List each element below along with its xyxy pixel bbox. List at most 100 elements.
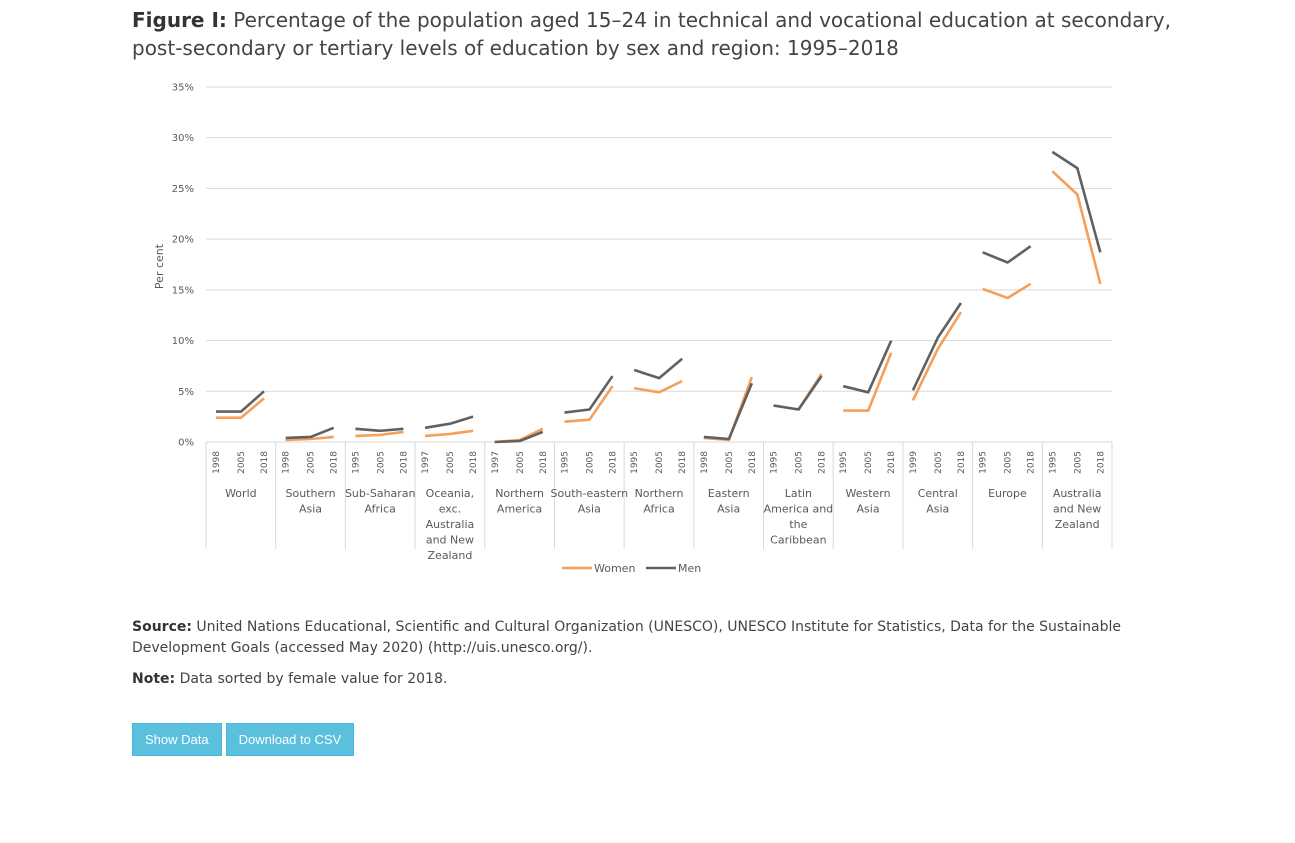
year-tick-label: 2018 — [678, 451, 688, 474]
group-label: Africa — [365, 503, 396, 516]
women-series-line — [564, 385, 614, 423]
line-chart: 0% 5% 10% 15% 20% 25% 30% 35% Per cent 1998 2005 20… — [153, 83, 1113, 575]
women-series-line — [633, 379, 683, 394]
note-text: Data sorted by female value for 2018. — [179, 671, 448, 687]
group-label: Asia — [299, 503, 322, 516]
show-data-button[interactable]: Show Data — [132, 723, 222, 756]
year-tick-label: 1998 — [282, 451, 292, 474]
group-label: Europe — [988, 487, 1027, 500]
year-tick-label: 2018 — [330, 451, 340, 474]
group-label: Northern — [635, 487, 684, 500]
y-tick-label: 30% — [172, 133, 194, 144]
source-text: United Nations Educational, Scientific a… — [132, 619, 1121, 656]
men-series-line — [703, 382, 754, 441]
year-tick-label: 2018 — [539, 451, 549, 474]
year-tick-label: 2005 — [516, 451, 526, 474]
men-series-line — [842, 340, 893, 394]
women-series-line — [703, 376, 754, 442]
year-tick-label: 2018 — [469, 451, 479, 474]
year-tick-label: 2018 — [748, 451, 758, 474]
year-tick-label: 2005 — [725, 451, 735, 474]
note-label: Note: — [132, 671, 176, 687]
year-tick-label: 2018 — [608, 451, 618, 474]
women-series-line — [1051, 170, 1102, 285]
group-label: Western — [846, 487, 891, 500]
group-label: Oceania, — [426, 487, 474, 500]
women-series-line — [285, 435, 334, 442]
year-tick-label: 2005 — [237, 451, 247, 474]
group-label: and New — [1053, 503, 1101, 516]
men-series-line — [773, 375, 823, 411]
y-tick-label: 20% — [172, 235, 194, 246]
figure-title-text: Percentage of the population aged 15–24 … — [132, 8, 1171, 60]
y-axis-title: Per cent — [153, 243, 166, 289]
group-label: World — [225, 487, 257, 500]
group-label: Central — [918, 487, 958, 500]
year-tick-label: 2005 — [585, 451, 595, 474]
group-label: South-eastern — [551, 487, 629, 500]
year-tick-label: 2018 — [887, 451, 897, 474]
group-label: and New — [426, 534, 474, 547]
year-tick-label: 1998 — [700, 451, 710, 474]
year-tick-label: 2005 — [446, 451, 456, 474]
year-tick-label: 1998 — [212, 451, 222, 474]
group-label: America — [497, 503, 542, 516]
year-tick-label: 1997 — [491, 451, 501, 474]
year-tick-label: 2018 — [957, 451, 967, 474]
download-csv-button[interactable]: Download to CSV — [225, 723, 355, 756]
legend-label-men: Men — [678, 562, 701, 575]
y-tick-label: 35% — [172, 83, 194, 94]
women-series-line — [843, 352, 893, 412]
men-series-line — [494, 430, 544, 444]
men-series-line — [285, 426, 335, 440]
year-tick-label: 1995 — [560, 451, 570, 474]
year-tick-label: 2018 — [260, 451, 270, 474]
group-label: Africa — [643, 503, 674, 516]
men-series-line — [982, 245, 1032, 264]
year-tick-label: 1995 — [351, 451, 361, 474]
men-series-line — [633, 357, 683, 380]
action-buttons: Show Data Download to CSV — [132, 723, 355, 756]
group-label: Zealand — [428, 549, 473, 562]
group-label: Australia — [1053, 487, 1102, 500]
figure-title: Figure I: Percentage of the population a… — [132, 6, 1172, 62]
group-label: Asia — [717, 503, 740, 516]
men-series-line — [424, 415, 474, 430]
year-tick-label: 2018 — [1096, 451, 1106, 474]
group-label: America and — [764, 503, 834, 516]
group-label: the — [789, 518, 807, 531]
legend-label-women: Women — [594, 562, 635, 575]
men-series-line — [1051, 150, 1102, 253]
year-tick-label: 2005 — [864, 451, 874, 474]
y-tick-label: 5% — [178, 387, 194, 398]
year-tick-label: 1995 — [770, 451, 780, 474]
year-tick-label: 2005 — [1004, 451, 1014, 474]
group-label: Southern — [286, 487, 336, 500]
group-label: Australia — [426, 518, 475, 531]
source-label: Source: — [132, 619, 192, 635]
group-label: Asia — [926, 503, 949, 516]
year-tick-label: 1995 — [1048, 451, 1058, 474]
year-tick-label: 2005 — [376, 451, 386, 474]
women-series-line — [355, 430, 404, 438]
year-tick-label: 1995 — [979, 451, 989, 474]
figure-notes: Source: United Nations Educational, Scie… — [132, 617, 1132, 700]
year-tick-label: 1999 — [909, 451, 919, 474]
women-series-line — [424, 429, 474, 438]
year-tick-label: 1997 — [421, 451, 431, 474]
y-tick-label: 0% — [178, 438, 194, 449]
women-series-line — [982, 282, 1032, 300]
group-label: Asia — [578, 503, 601, 516]
group-label: Latin — [785, 487, 812, 500]
y-tick-label: 15% — [172, 285, 194, 296]
group-label: Northern — [495, 487, 544, 500]
year-tick-label: 2018 — [1027, 451, 1037, 474]
group-label: Asia — [857, 503, 880, 516]
year-tick-label: 2005 — [1073, 451, 1083, 474]
men-series-line — [564, 375, 614, 414]
group-label: exc. — [439, 503, 461, 516]
year-tick-label: 2005 — [655, 451, 665, 474]
men-series-line — [216, 390, 265, 413]
year-tick-label: 2018 — [818, 451, 828, 474]
note-line: Note: Data sorted by female value for 20… — [132, 669, 1132, 690]
